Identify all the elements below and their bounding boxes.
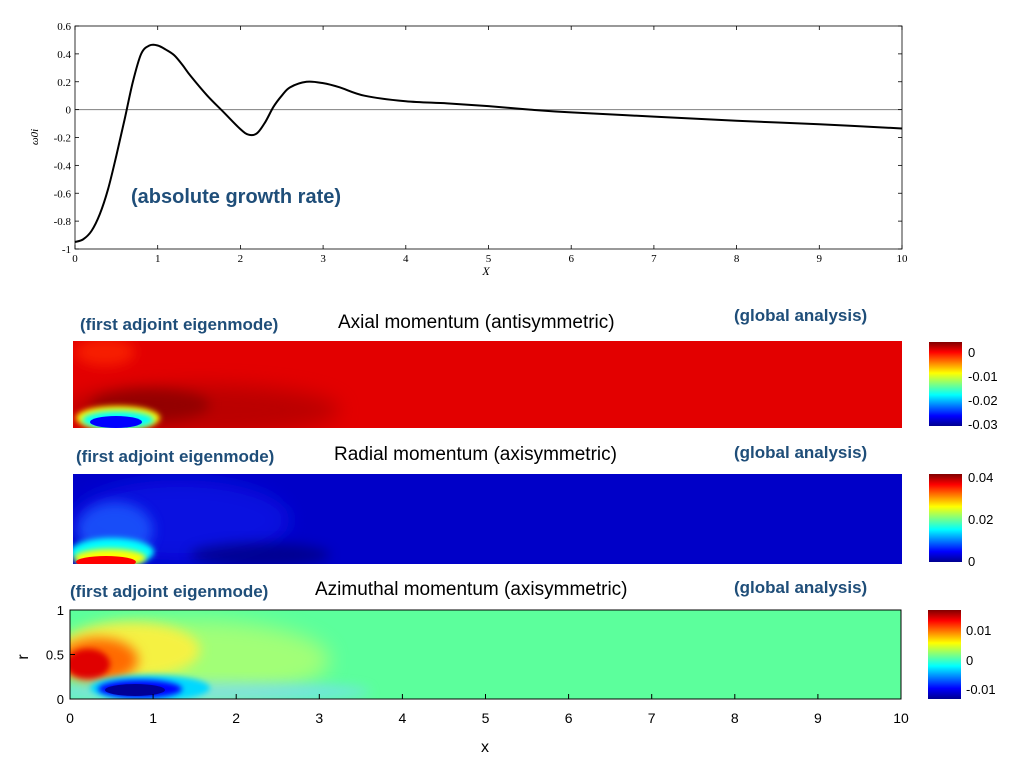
radial-colorbar-ticks: 0.04 0.02 0 — [968, 470, 993, 569]
colorbar-tick-label: 0.04 — [968, 470, 993, 485]
axial-field — [73, 341, 902, 428]
panel-title: Axial momentum (antisymmetric) — [338, 312, 615, 333]
x-tick-label: 6 — [565, 710, 573, 726]
x-tick-label: 10 — [897, 253, 909, 265]
x-tick-label: 1 — [155, 253, 161, 265]
azimuthal-momentum-panel: (first adjoint eigenmode) Azimuthal mome… — [15, 578, 996, 756]
global-analysis-label: (global analysis) — [734, 306, 867, 325]
colorbar-tick-label: 0.02 — [968, 512, 993, 527]
colorbar-tick-label: 0 — [968, 554, 975, 569]
plot-frame — [74, 25, 903, 250]
radial-colorbar — [929, 474, 962, 562]
y-tick-label: -0.8 — [54, 216, 72, 228]
first-adjoint-label: (first adjoint eigenmode) — [70, 582, 268, 601]
colorbar-tick-label: -0.01 — [968, 369, 998, 384]
x-tick-label: 10 — [893, 710, 909, 726]
global-analysis-label: (global analysis) — [734, 578, 867, 597]
y-tick-label: 0.6 — [57, 21, 71, 33]
x-tick-label: 3 — [320, 253, 326, 265]
colorbar-tick-label: -0.02 — [968, 393, 998, 408]
y-tick-label: 0 — [66, 105, 72, 117]
growth-rate-plot: 0 1 2 3 4 5 6 7 8 9 10 0.6 0.4 0.2 0 -0.2 -0.4 -0.6 -0.8 -… — [29, 21, 908, 278]
colorbar-tick-label: 0 — [966, 653, 973, 668]
x-tick-label: 0 — [72, 253, 78, 265]
x-tick-label: 9 — [817, 253, 823, 265]
y-tick-label: 0.5 — [46, 648, 64, 663]
axial-colorbar — [929, 342, 962, 426]
y-tick-label: 1 — [57, 603, 64, 618]
colorbar-tick-label: -0.01 — [966, 682, 996, 697]
panel-title: Radial momentum (axisymmetric) — [334, 444, 617, 465]
radial-field — [73, 474, 902, 564]
radial-momentum-panel: (first adjoint eigenmode) Radial momentu… — [73, 443, 993, 569]
y-tick-label: -0.4 — [54, 160, 72, 172]
x-tick-label: 1 — [149, 710, 157, 726]
y-tick-label: -0.2 — [54, 133, 71, 145]
azimuthal-colorbar-ticks: 0.01 0 -0.01 — [966, 623, 996, 697]
global-analysis-label: (global analysis) — [734, 443, 867, 462]
x-tick-label: 7 — [651, 253, 657, 265]
y-axis-label: ω0i — [29, 129, 41, 145]
colorbar-tick-label: 0.01 — [966, 623, 991, 638]
y-tick-label: 0.2 — [57, 77, 71, 89]
growth-rate-curve — [74, 43, 903, 243]
x-tick-label: 8 — [731, 710, 739, 726]
colorbar-tick-label: -0.03 — [968, 417, 998, 432]
x-tick-label: 4 — [399, 710, 407, 726]
x-tick-label: 3 — [315, 710, 323, 726]
x-tick-label: 2 — [232, 710, 240, 726]
x-tick-label: 0 — [66, 710, 74, 726]
x-tick-label: 6 — [568, 253, 574, 265]
azimuthal-field — [70, 610, 901, 699]
x-axis-label: X — [481, 264, 490, 278]
y-tick-label: -0.6 — [54, 188, 72, 200]
first-adjoint-label: (first adjoint eigenmode) — [76, 447, 274, 466]
x-tick-label: 5 — [486, 253, 492, 265]
axial-momentum-panel: (first adjoint eigenmode) Axial momentum… — [73, 306, 998, 432]
absolute-growth-rate-annotation: (absolute growth rate) — [131, 186, 341, 208]
y-tick-label: -1 — [62, 244, 71, 256]
axial-colorbar-ticks: 0 -0.01 -0.02 -0.03 — [968, 345, 998, 432]
x-tick-label: 9 — [814, 710, 822, 726]
panel-title: Azimuthal momentum (axisymmetric) — [315, 579, 628, 600]
colorbar-tick-label: 0 — [968, 345, 975, 360]
x-tick-label: 8 — [734, 253, 740, 265]
x-tick-label: 7 — [648, 710, 656, 726]
x-tick-label: 5 — [482, 710, 490, 726]
y-tick-label: 0 — [57, 692, 64, 707]
x-axis-label: x — [481, 739, 489, 756]
y-tick-label: 0.4 — [57, 49, 71, 61]
first-adjoint-label: (first adjoint eigenmode) — [80, 315, 278, 334]
x-tick-label: 4 — [403, 253, 409, 265]
azimuthal-colorbar — [928, 610, 961, 699]
y-axis-label: r — [15, 654, 32, 660]
x-tick-label: 2 — [238, 253, 244, 265]
